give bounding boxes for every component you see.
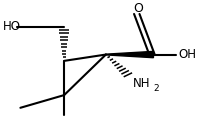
Text: HO: HO bbox=[3, 20, 21, 33]
Polygon shape bbox=[106, 51, 153, 58]
Text: 2: 2 bbox=[153, 84, 159, 93]
Text: NH: NH bbox=[133, 77, 150, 90]
Text: O: O bbox=[133, 2, 143, 15]
Text: OH: OH bbox=[178, 48, 196, 61]
